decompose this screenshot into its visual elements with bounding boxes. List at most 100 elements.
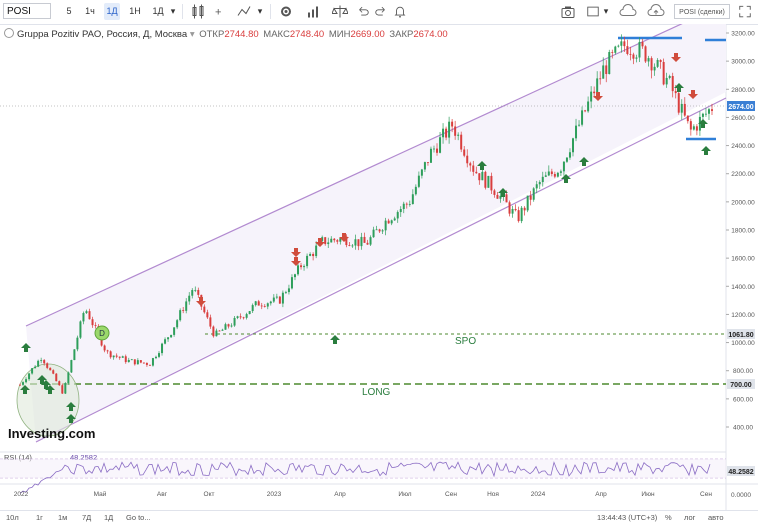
auto-toggle[interactable]: авто <box>708 513 724 522</box>
candle-body <box>324 237 327 245</box>
sell-signal-arrow-icon[interactable] <box>339 233 349 242</box>
price-tick-label: 3200.00 <box>731 31 755 38</box>
chart-bars-icon[interactable] <box>306 3 322 20</box>
candle-body <box>185 301 188 311</box>
interval-5m[interactable]: 5 <box>66 6 72 16</box>
candle-body <box>55 373 58 382</box>
range-1d[interactable]: 1Д <box>104 513 114 522</box>
price-tick-label: 3000.00 <box>731 59 755 66</box>
cloud-upload-icon[interactable] <box>646 3 666 20</box>
channel-upper-line[interactable] <box>25 24 690 327</box>
log-toggle[interactable]: лог <box>684 513 696 522</box>
dividend-marker[interactable] <box>94 325 110 341</box>
candle-body <box>257 301 260 306</box>
chevron-down-icon[interactable]: ▾ <box>257 6 263 16</box>
long-price-tag <box>727 379 755 389</box>
candle-body <box>109 351 112 358</box>
candle-body <box>272 297 275 302</box>
percent-toggle[interactable]: % <box>665 513 672 522</box>
price-axis[interactable]: 3200.00 3000.00 2800.00 2600.00 2400.00 2200.… <box>726 31 755 432</box>
range-1y[interactable]: 1г <box>36 513 43 522</box>
buy-signal-arrow-icon[interactable] <box>66 414 76 423</box>
template-icon[interactable] <box>586 3 600 20</box>
chevron-down-icon[interactable]: ▾ <box>603 6 609 16</box>
buy-signal-arrow-icon[interactable] <box>698 119 708 128</box>
cloud-download-icon[interactable] <box>618 3 638 20</box>
candle-body <box>254 301 257 306</box>
compare-icon[interactable]: + <box>212 3 228 20</box>
go-to-button[interactable]: Go to... <box>126 513 151 522</box>
time-axis[interactable]: 2022 Май Авг Окт 2023 Апр Июл Сен Ноя 2024 Апр Июн С… <box>14 490 713 498</box>
candle-body <box>115 355 118 357</box>
symbol-input[interactable]: POSI <box>3 3 51 19</box>
price-tick-label: 2000.00 <box>731 199 755 206</box>
range-10y[interactable]: 10л <box>6 513 19 522</box>
buy-signal-arrow-icon[interactable] <box>477 161 487 170</box>
interval-1d[interactable]: 1Д <box>104 3 120 20</box>
trade-button[interactable]: POSI (сделки) <box>674 4 730 19</box>
buy-signal-arrow-icon[interactable] <box>579 157 589 166</box>
gear-icon[interactable] <box>278 3 294 20</box>
fullscreen-icon[interactable] <box>738 3 752 20</box>
sell-signal-arrow-icon[interactable] <box>688 90 698 99</box>
buy-signal-arrow-icon[interactable] <box>674 83 684 92</box>
long-price-value: 700.00 <box>730 382 752 389</box>
candle-body <box>538 182 541 185</box>
candle-body <box>445 128 448 138</box>
sell-signal-arrow-icon[interactable] <box>291 257 301 266</box>
candle-body <box>402 203 405 210</box>
range-1m[interactable]: 1м <box>58 513 68 522</box>
candle-body <box>556 172 559 177</box>
interval-1w[interactable]: 1Н <box>129 6 141 16</box>
buy-signal-arrow-icon[interactable] <box>20 385 30 394</box>
sell-signal-arrow-icon[interactable] <box>291 248 301 257</box>
buy-signal-arrow-icon[interactable] <box>41 380 51 389</box>
camera-icon[interactable] <box>560 3 576 20</box>
spo-price-tag <box>727 329 755 339</box>
collapse-legend-icon[interactable] <box>4 28 14 38</box>
buy-signal-arrow-icon[interactable] <box>66 402 76 411</box>
svg-text:+: + <box>215 7 221 19</box>
chevron-down-icon[interactable]: ▾ <box>189 29 195 40</box>
buy-signal-arrow-icon[interactable] <box>21 343 31 352</box>
candle-body <box>644 46 647 62</box>
candle-body <box>345 236 348 246</box>
scales-icon[interactable] <box>332 3 348 20</box>
time-tick-label: 2024 <box>531 491 546 498</box>
interval-1h[interactable]: 1ч <box>85 6 95 16</box>
time-tick-label: Апр <box>334 491 346 498</box>
candle-body <box>70 360 73 373</box>
candle-body <box>487 175 490 188</box>
buy-signal-arrow-icon[interactable] <box>330 335 340 344</box>
sell-signal-arrow-icon[interactable] <box>315 238 325 247</box>
sell-signal-arrow-icon[interactable] <box>196 297 206 306</box>
buy-signal-arrow-icon[interactable] <box>561 174 571 183</box>
range-7d[interactable]: 7Д <box>82 513 92 522</box>
indicators-icon[interactable] <box>236 3 252 20</box>
sell-signal-arrow-icon[interactable] <box>593 92 603 101</box>
bottom-bar: 10л 1г 1м 7Д 1Д Go to... 13:44:43 (UTC+3… <box>0 510 758 526</box>
sell-signal-arrow-icon[interactable] <box>671 53 681 62</box>
candle-body <box>339 238 342 242</box>
interval-dropdown[interactable]: 1Д <box>152 6 164 16</box>
candle-body <box>31 368 34 374</box>
time-tick-label: Сен <box>700 491 712 498</box>
redo-icon[interactable] <box>374 3 388 20</box>
bell-icon[interactable] <box>393 3 407 20</box>
candle-body <box>127 359 130 363</box>
candle-body <box>581 110 584 125</box>
candle-body <box>680 103 683 113</box>
chevron-down-icon[interactable]: ▾ <box>170 6 176 16</box>
buy-signal-arrow-icon[interactable] <box>37 375 47 384</box>
price-chart[interactable]: D SPO LONG Investing.com 3200.00 3000.00 2… <box>0 24 758 510</box>
buy-signal-arrow-icon[interactable] <box>498 188 508 197</box>
buy-signal-arrow-icon[interactable] <box>701 146 711 155</box>
candle-body <box>478 173 481 181</box>
high-value: 2748.40 <box>289 29 325 40</box>
price-tick-label: 400.00 <box>733 425 753 432</box>
candle-type-icon[interactable] <box>190 3 206 20</box>
buy-signal-arrow-icon[interactable] <box>45 385 55 394</box>
candle-body <box>689 121 692 130</box>
undo-icon[interactable] <box>356 3 370 20</box>
candle-body <box>638 41 641 58</box>
